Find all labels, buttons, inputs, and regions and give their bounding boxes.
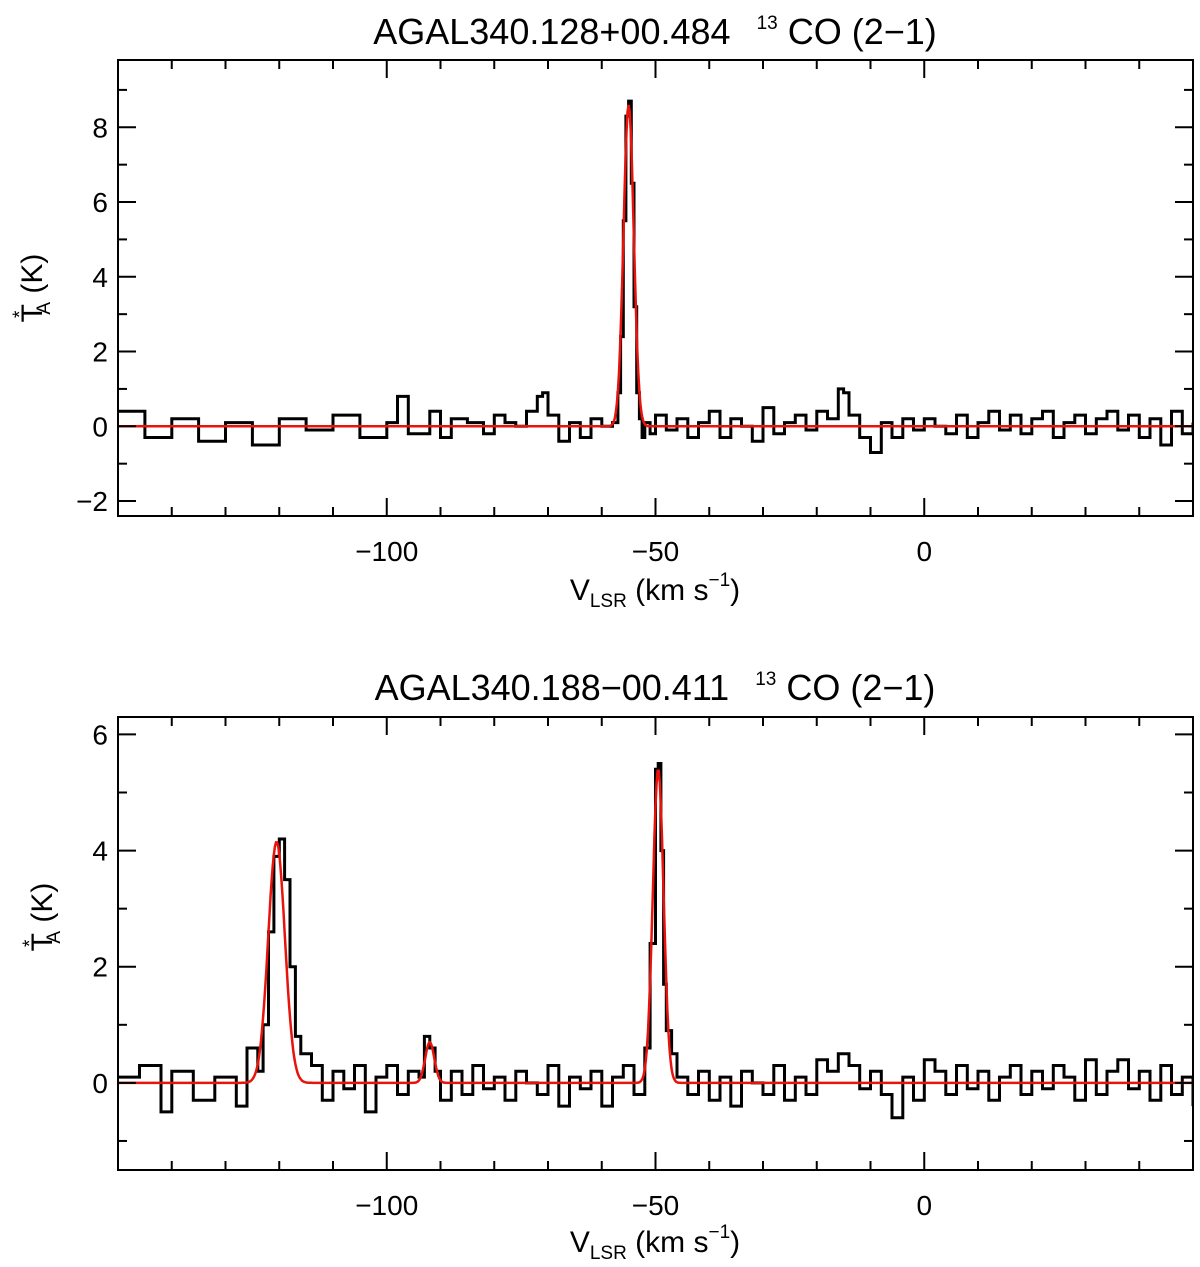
panel-top-title-species: CO (2−1): [788, 11, 937, 52]
panel-bottom: AGAL340.188−00.411 13 CO (2−1) −100 −50 0 0…: [20, 652, 1194, 1264]
panel-top-y-tick-label: 4: [92, 262, 108, 293]
panel-top-x-tick-label: 0: [916, 536, 932, 567]
panel-top-observed-spectrum: [118, 99, 1193, 454]
panel-top-x-axis-label: VLSR (km s−1): [570, 570, 740, 612]
panel-bottom-observed-spectrum: [118, 762, 1193, 1120]
panel-bottom-x-tick-label: 0: [916, 1190, 932, 1221]
panel-bottom-title-species: CO (2−1): [786, 667, 935, 708]
panel-bottom-y-tick-label: 4: [92, 836, 108, 867]
panel-top-x-tick-label: −100: [355, 536, 418, 567]
panel-bottom-x-tick-label: −100: [355, 1190, 418, 1221]
panel-top-title-source: AGAL340.128+00.484: [373, 11, 730, 52]
panel-bottom-x-axis-label: VLSR (km s−1): [570, 1222, 740, 1264]
panel-top-title: AGAL340.128+00.484 13 CO (2−1): [373, 0, 937, 52]
panel-bottom-title-isotope: 13: [755, 669, 776, 690]
panel-top: AGAL340.128+00.484 13 CO (2−1) −100 −50 0−…: [10, 0, 1194, 612]
panel-top-y-tick-label: 6: [92, 187, 108, 218]
panel-top-title-isotope: 13: [757, 13, 778, 34]
panel-bottom-title: AGAL340.188−00.411 13 CO (2−1): [375, 652, 936, 708]
panel-bottom-title-source: AGAL340.188−00.411: [375, 667, 730, 708]
panel-top-x-tick-label: −50: [632, 536, 680, 567]
panel-top-axes-frame: [117, 59, 1194, 517]
panel-top-y-tick-label: 0: [92, 411, 108, 442]
panel-top-gaussian-fit: [118, 104, 1193, 428]
panel-bottom-x-tick-label: −50: [632, 1190, 680, 1221]
panel-top-y-tick-label: −2: [76, 486, 108, 517]
panel-bottom-y-tick-label: 6: [92, 719, 108, 750]
panel-bottom-plot: −100 −50 0 0 2 4 6: [92, 716, 1194, 1221]
panel-bottom-y-tick-label: 0: [92, 1068, 108, 1099]
panel-bottom-y-tick-label: 2: [92, 952, 108, 983]
panel-top-y-tick-label: 2: [92, 337, 108, 368]
panel-bottom-y-axis-label: T* A (K): [20, 883, 65, 952]
panel-bottom-gaussian-fit: [118, 769, 1193, 1085]
panel-top-y-tick-label: 8: [92, 112, 108, 143]
panel-top-plot: −100 −50 0 −2 0 2 4 6 8: [76, 59, 1194, 567]
panel-top-y-axis-label: T* A (K): [10, 254, 55, 323]
